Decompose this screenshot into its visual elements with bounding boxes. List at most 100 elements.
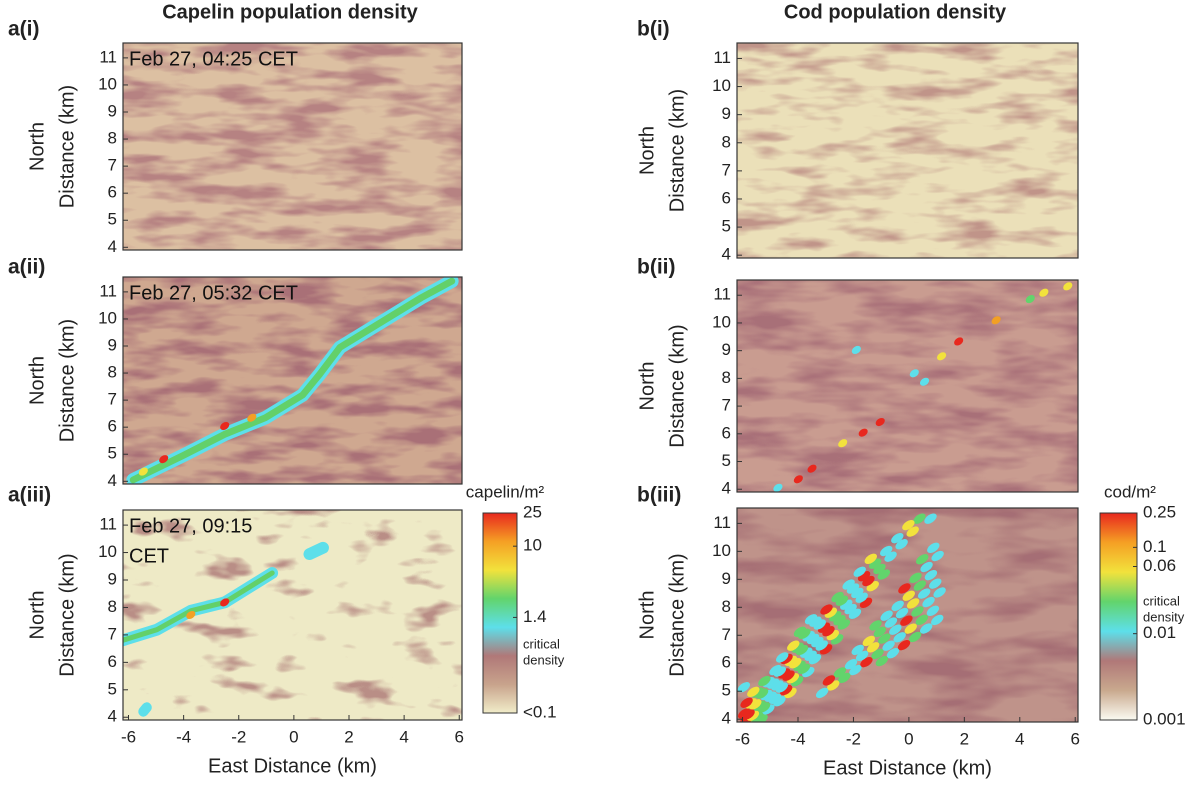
y-axis-label: North <box>636 126 658 175</box>
y-tick-label: 4 <box>722 245 731 264</box>
aggregation-spot <box>758 675 771 687</box>
aggregation-spot <box>898 583 911 594</box>
x-tick-label: 4 <box>399 727 408 746</box>
x-tick-label: 2 <box>960 729 969 748</box>
y-tick-label: 8 <box>108 129 117 148</box>
aggregation-spot <box>1063 282 1073 291</box>
colorbar-note: critical <box>523 636 560 651</box>
y-tick-label: 6 <box>108 183 117 202</box>
y-tick-label: 5 <box>722 451 731 470</box>
aggregation-spot <box>838 439 848 448</box>
y-tick-label: 5 <box>722 681 731 700</box>
aggregation-spot <box>915 614 928 625</box>
colorbar-tick-label: 25 <box>523 502 542 521</box>
y-axis-label: Distance (km) <box>666 553 688 676</box>
y-tick-label: 8 <box>722 597 731 616</box>
aggregation-spot <box>954 337 964 346</box>
y-tick-label: 4 <box>722 709 731 728</box>
timestamp: Feb 27, 09:15 <box>129 515 252 537</box>
column-title: Capelin population density <box>162 1 418 23</box>
aggregation-spot <box>747 686 760 698</box>
x-tick-label: -6 <box>121 727 136 746</box>
y-axis-label: Distance (km) <box>56 319 78 442</box>
aggregation-spot <box>900 615 913 626</box>
y-tick-label: 4 <box>722 479 731 498</box>
y-tick-label: 9 <box>108 335 117 354</box>
x-tick-label: 0 <box>289 727 298 746</box>
y-tick-label: 5 <box>108 444 117 463</box>
aggregation-spot <box>738 708 751 719</box>
y-tick-label: 9 <box>108 569 117 588</box>
x-tick-label: -2 <box>231 727 246 746</box>
heatmap <box>123 277 462 484</box>
y-tick-label: 11 <box>713 513 731 532</box>
x-tick-label: 0 <box>904 729 913 748</box>
x-axis-label: East Distance (km) <box>208 755 377 777</box>
y-tick-label: 9 <box>722 104 731 123</box>
colorbar-label: cod/m² <box>1104 482 1156 501</box>
heatmap <box>737 280 1078 492</box>
panel-label: a(iii) <box>8 484 51 507</box>
aggregation-spot <box>886 648 900 659</box>
colorbar-note: critical <box>1143 593 1180 608</box>
panel-label: b(iii) <box>637 484 681 507</box>
aggregation-spot <box>882 640 895 651</box>
y-tick-label: 10 <box>712 312 731 331</box>
aggregation-spot <box>853 566 866 577</box>
colorbar-tick-label: <0.1 <box>523 702 557 721</box>
aggregation-spot <box>769 664 782 676</box>
aggregation-spot <box>895 607 909 619</box>
aggregation-spot <box>787 640 800 651</box>
colorbar <box>1099 512 1138 721</box>
heatmap-texture <box>123 43 462 250</box>
plot-frame <box>736 507 1079 723</box>
y-axis-label: North <box>636 591 658 640</box>
aggregation-spot <box>911 606 924 617</box>
x-tick-label: 6 <box>1070 729 1079 748</box>
aggregation-spot <box>820 604 833 615</box>
aggregation-spot <box>740 697 753 708</box>
aggregation-spot <box>138 467 148 476</box>
aggregation-spot <box>833 667 847 678</box>
aggregation-spot <box>891 600 904 612</box>
y-axis-label: North <box>26 122 48 171</box>
y-tick-label: 9 <box>108 101 117 120</box>
aggregation-band <box>129 277 456 484</box>
aggregation-spot <box>851 345 861 355</box>
aggregation-spot <box>842 579 855 590</box>
heatmap <box>123 43 462 250</box>
aggregation-spot <box>906 598 920 609</box>
aggregation-spot <box>773 483 783 492</box>
aggregation-spot <box>851 644 864 656</box>
panel-label: b(i) <box>637 18 670 41</box>
aggregation-spot <box>891 532 904 544</box>
y-tick-label: 11 <box>713 48 731 67</box>
y-tick-label: 11 <box>713 285 731 304</box>
x-tick-label: 2 <box>344 727 353 746</box>
aggregation-spot <box>884 617 898 628</box>
panel-label: a(ii) <box>8 256 45 279</box>
aggregation-spot <box>875 417 885 427</box>
aggregation-spot <box>844 659 858 670</box>
aggregation-spot <box>793 475 803 484</box>
x-tick-label: -4 <box>176 727 191 746</box>
y-tick-label: 5 <box>108 679 117 698</box>
y-axis-label: North <box>26 591 48 640</box>
y-tick-label: 10 <box>98 542 117 561</box>
x-tick-label: -2 <box>846 729 861 748</box>
x-tick-label: 6 <box>455 727 464 746</box>
y-axis-label: North <box>636 362 658 411</box>
timestamp: Feb 27, 05:32 CET <box>129 282 298 304</box>
aggregation-spot <box>933 587 946 598</box>
plot-frame <box>122 42 463 251</box>
y-tick-label: 7 <box>722 160 731 179</box>
aggregation-spot <box>926 605 940 617</box>
aggregation-spot <box>909 369 919 378</box>
aggregation-spot <box>913 513 926 524</box>
y-tick-label: 7 <box>108 156 117 175</box>
aggregation-spot <box>858 428 868 437</box>
y-tick-label: 9 <box>722 569 731 588</box>
y-tick-label: 6 <box>722 423 731 442</box>
aggregation-spot <box>919 377 930 386</box>
aggregation-spot <box>220 421 230 431</box>
